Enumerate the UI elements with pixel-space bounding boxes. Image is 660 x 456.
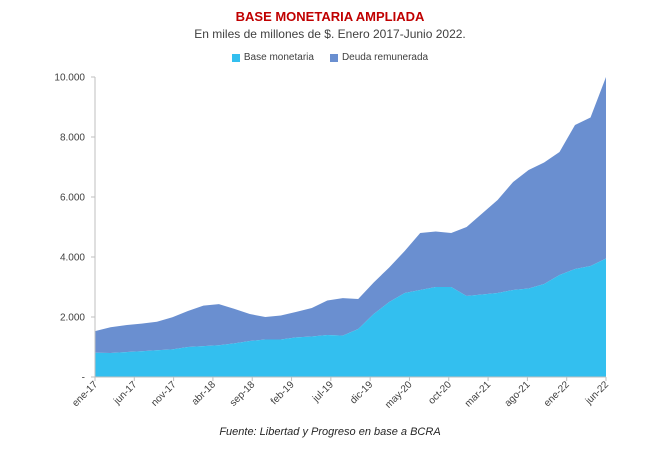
legend-label-deuda-remunerada: Deuda remunerada — [341, 52, 429, 63]
legend-swatch-deuda-remunerada — [329, 53, 338, 62]
legend: Base monetaria Deuda remunerada — [0, 52, 660, 63]
legend-item-deuda-remunerada: Deuda remunerada — [329, 52, 429, 63]
chart-title: BASE MONETARIA AMPLIADA — [235, 9, 425, 24]
x-tick-label: sep-18 — [228, 379, 258, 409]
legend-label-base-monetaria: Base monetaria — [243, 52, 314, 63]
y-tick-label: 6.000 — [60, 193, 85, 204]
x-axis-labels: ene-17 jun-17 nov-17 abr-18 sep-18 feb-19 jul-… — [70, 377, 611, 411]
y-tick-label: 4.000 — [60, 253, 85, 264]
x-tick-label: jun-22 — [583, 379, 611, 407]
y-tick-label: - — [82, 373, 85, 384]
x-tick-label: oct-20 — [426, 379, 454, 407]
y-tick-label: 2.000 — [60, 313, 85, 324]
x-tick-label: jun-17 — [111, 379, 139, 407]
x-tick-label: jul-19 — [310, 379, 336, 405]
axes — [94, 77, 606, 378]
legend-item-base-monetaria: Base monetaria — [231, 52, 314, 63]
area-series-base-monetaria — [95, 258, 606, 377]
x-tick-label: ene-17 — [70, 379, 100, 409]
x-tick-label: feb-19 — [269, 379, 297, 407]
y-tick-label: 8.000 — [60, 133, 85, 144]
x-tick-label: may-20 — [383, 379, 415, 411]
area-series-deuda-remunerada — [95, 77, 606, 353]
x-tick-label: nov-17 — [149, 379, 179, 409]
legend-swatch-base-monetaria — [231, 53, 240, 62]
x-tick-label: abr-18 — [190, 379, 219, 408]
x-tick-label: ene-22 — [542, 379, 572, 409]
series-areas — [95, 77, 606, 377]
source-note: Fuente: Libertad y Progreso en base a BC… — [219, 426, 441, 438]
x-tick-label: ago-21 — [503, 379, 533, 409]
y-axis-labels: - 2.000 4.000 6.000 8.000 10.000 — [54, 73, 95, 384]
x-tick-label: dic-19 — [348, 379, 375, 406]
chart-subtitle: En miles de millones de $. Enero 2017-Ju… — [194, 27, 466, 41]
x-tick-label: mar-21 — [463, 379, 493, 409]
y-tick-label: 10.000 — [54, 73, 85, 84]
